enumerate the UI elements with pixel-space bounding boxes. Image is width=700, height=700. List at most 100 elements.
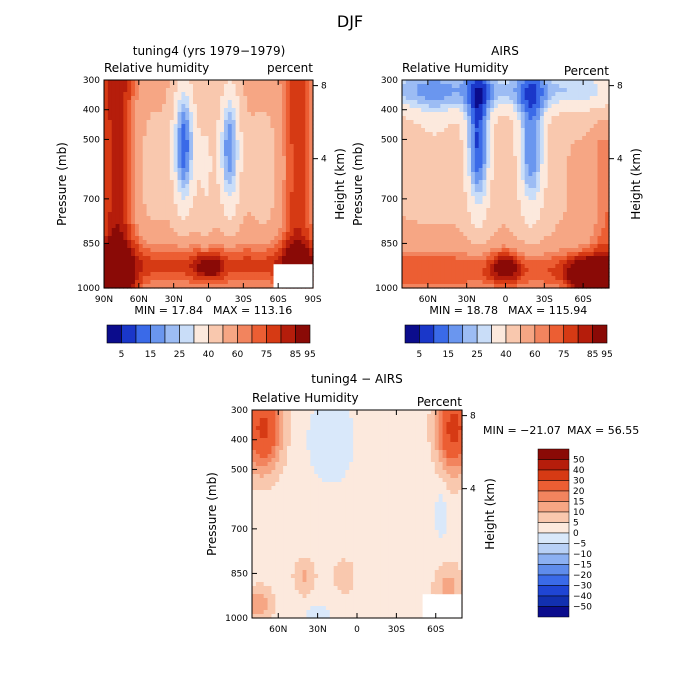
field-cell [254, 196, 260, 201]
field-cell [270, 116, 275, 121]
field-cell [200, 220, 206, 225]
field-cell [540, 92, 545, 97]
field-cell [301, 200, 306, 205]
field-cell [235, 252, 241, 257]
field-cell [478, 88, 484, 93]
field-cell [501, 200, 507, 205]
field-cell [231, 260, 237, 265]
field-cell [517, 136, 522, 141]
field-cell [243, 116, 248, 121]
field-cell [181, 228, 186, 233]
field-cell [104, 172, 109, 177]
field-cell [589, 132, 595, 137]
field-cell [551, 172, 556, 177]
field-cell [543, 148, 549, 153]
field-cell [131, 264, 136, 269]
field-cell [555, 104, 560, 109]
field-cell [200, 140, 206, 145]
field-cell [536, 116, 541, 121]
field-cell [563, 184, 568, 189]
field-cell [409, 228, 415, 233]
field-cell [134, 272, 140, 277]
field-cell [247, 280, 252, 285]
field-cell [597, 84, 602, 89]
field-cell [425, 160, 430, 165]
field-cell [528, 176, 533, 181]
field-cell [513, 160, 518, 165]
field-cell [444, 232, 449, 237]
field-cell [262, 164, 268, 169]
field-cell [266, 164, 272, 169]
field-cell [409, 144, 415, 149]
field-cell [409, 212, 415, 217]
field-cell [478, 164, 484, 169]
field-cell [478, 172, 484, 177]
field-cell [239, 80, 244, 85]
field-cell [150, 268, 155, 273]
field-cell [193, 92, 198, 97]
field-cell [247, 272, 252, 277]
field-cell [150, 180, 155, 185]
field-cell [309, 128, 314, 133]
field-cell [247, 132, 252, 137]
field-cell [574, 112, 579, 117]
field-cell [570, 132, 576, 137]
field-cell [169, 172, 175, 177]
field-cell [409, 216, 415, 221]
field-cell [513, 104, 518, 109]
field-cell [270, 184, 275, 189]
field-cell [421, 180, 426, 185]
field-cell [463, 192, 468, 197]
field-cell [528, 80, 533, 85]
field-cell [570, 188, 576, 193]
field-cell [216, 208, 221, 213]
field-cell [208, 236, 213, 241]
field-cell [532, 84, 537, 89]
field-cell [142, 240, 148, 245]
field-cell [543, 80, 549, 85]
field-cell [146, 144, 152, 149]
field-cell [520, 120, 526, 125]
field-cell [212, 108, 217, 113]
field-cell [169, 196, 175, 201]
field-cell [212, 256, 217, 261]
field-cell [162, 236, 167, 241]
field-cell [270, 144, 275, 149]
field-cell [486, 100, 491, 105]
field-cell [448, 156, 453, 161]
field-cell [432, 212, 438, 217]
field-cell [208, 280, 213, 285]
field-cell [305, 212, 310, 217]
field-cell [524, 200, 530, 205]
field-cell [605, 228, 610, 233]
field-cell [154, 252, 159, 257]
field-cell [251, 280, 256, 285]
field-cell [220, 228, 225, 233]
field-cell [165, 100, 171, 105]
field-cell [513, 80, 518, 85]
field-cell [231, 228, 237, 233]
field-cell [413, 224, 418, 229]
field-cell [597, 188, 602, 193]
field-cell [177, 108, 183, 113]
field-cell [582, 212, 587, 217]
field-cell [134, 100, 140, 105]
field-cell [448, 188, 453, 193]
field-cell [134, 120, 140, 125]
field-cell [258, 116, 264, 121]
field-cell [482, 192, 487, 197]
field-cell [405, 172, 411, 177]
field-cell [258, 212, 264, 217]
field-cell [436, 188, 441, 193]
field-cell [216, 88, 221, 93]
field-cell [293, 180, 299, 185]
field-cell [150, 240, 155, 245]
field-cell [185, 92, 190, 97]
field-cell [282, 160, 287, 165]
field-cell [131, 112, 136, 117]
field-cell [601, 136, 606, 141]
field-cell [208, 132, 213, 137]
field-cell [467, 232, 472, 237]
field-cell [459, 184, 464, 189]
field-cell [173, 100, 179, 105]
